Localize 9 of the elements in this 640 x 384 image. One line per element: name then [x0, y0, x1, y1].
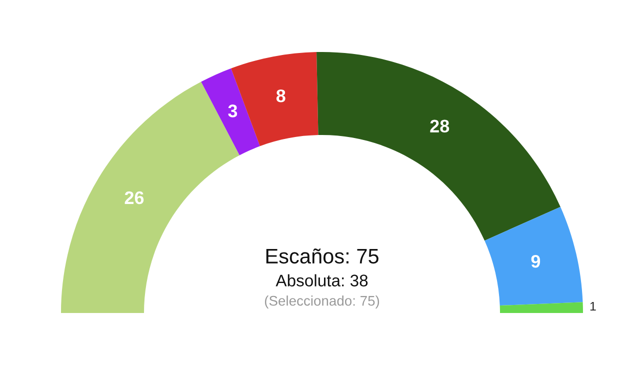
data-label: 28: [430, 120, 450, 133]
data-label: 26: [124, 191, 144, 204]
text: Absoluta: 38: [276, 274, 368, 286]
text: Escaños: 75: [266, 248, 378, 264]
data-label: 1: [590, 302, 596, 311]
text: (Seleccionado: 75): [264, 296, 380, 308]
data-label: 8: [276, 89, 286, 102]
data-label: 9: [531, 254, 540, 268]
data-label: 3: [228, 104, 238, 118]
